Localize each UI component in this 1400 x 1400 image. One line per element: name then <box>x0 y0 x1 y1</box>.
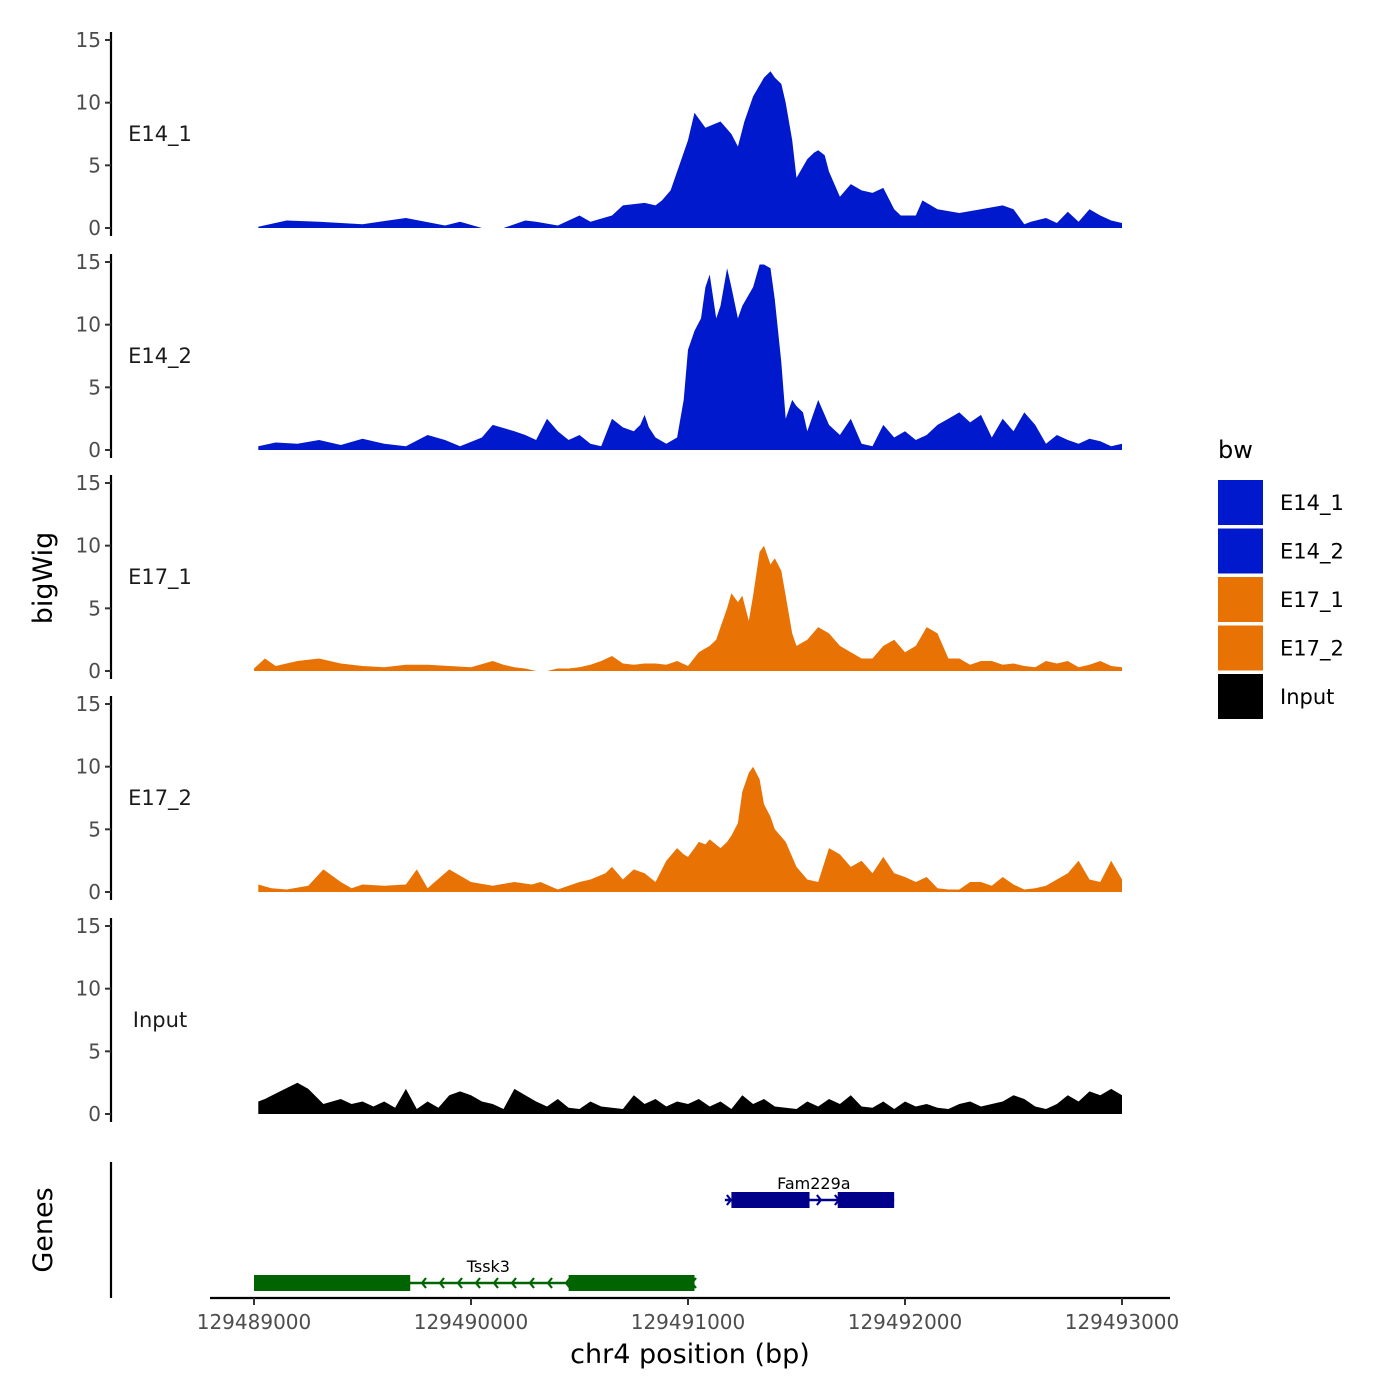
gene-exon <box>568 1275 695 1291</box>
y-tick-label: 10 <box>76 755 101 779</box>
strand-arrow <box>456 1277 463 1289</box>
strand-arrow <box>474 1277 481 1289</box>
signal-area <box>258 766 1122 892</box>
strand-arrow <box>528 1277 535 1289</box>
gene-exon <box>731 1192 810 1208</box>
x-tick-label: 129489000 <box>197 1310 312 1334</box>
legend-swatch <box>1218 674 1263 719</box>
track-label: Input <box>133 1008 187 1032</box>
signal-area <box>258 264 1122 450</box>
y-axis-title: bigWig <box>28 532 59 625</box>
y-tick-label: 15 <box>76 692 101 716</box>
x-tick-label: 129492000 <box>848 1310 963 1334</box>
x-tick-label: 129491000 <box>631 1310 746 1334</box>
gene-label: Tssk3 <box>466 1257 510 1276</box>
y-tick-label: 5 <box>88 817 101 841</box>
y-tick-label: 10 <box>76 534 101 558</box>
y-tick-label: 5 <box>88 1039 101 1063</box>
track-panel-E14_2: 0 5 10 15 E14_2 <box>76 250 1122 462</box>
y-tick-label: 15 <box>76 914 101 938</box>
gene-exon <box>254 1275 411 1291</box>
gene-label: Fam229a <box>777 1174 850 1193</box>
gene-Tssk3: Tssk3 <box>254 1257 697 1291</box>
signal-area <box>254 545 1122 671</box>
legend-label: E17_2 <box>1280 637 1344 662</box>
y-tick-label: 15 <box>76 471 101 495</box>
legend-swatch <box>1218 625 1263 671</box>
signal-area <box>258 1082 1122 1114</box>
track-panel-Input: 0 5 10 15 Input <box>76 914 1122 1126</box>
y-tick-label: 0 <box>88 659 101 683</box>
track-label: E14_1 <box>128 122 192 147</box>
y-tick-label: 15 <box>76 250 101 274</box>
track-label: E17_1 <box>128 565 192 590</box>
legend-label: E17_1 <box>1280 588 1344 613</box>
strand-arrow <box>546 1277 553 1289</box>
y-tick-label: 5 <box>88 375 101 399</box>
legend-label: Input <box>1280 685 1334 709</box>
signal-tracks: 0 5 10 15 E14_1 0 5 10 15 E14_2 0 5 10 15 E17_1 0 5 10 15 E… <box>76 28 1122 1126</box>
signal-area <box>258 71 1122 228</box>
x-axis: chr4 position (bp) 129489000 129490000 129… <box>197 1296 1180 1370</box>
legend-title: bw <box>1218 436 1253 464</box>
y-tick-label: 0 <box>88 880 101 904</box>
strand-arrow <box>510 1277 517 1289</box>
track-label: E17_2 <box>128 786 192 811</box>
strand-arrow <box>420 1277 427 1289</box>
y-tick-label: 10 <box>76 977 101 1001</box>
y-tick-label: 5 <box>88 596 101 620</box>
x-tick-label: 129490000 <box>414 1310 529 1334</box>
legend: bw E14_1 E14_2 E17_1 E17_2 Input <box>1218 436 1344 719</box>
track-label: E14_2 <box>128 344 192 369</box>
strand-arrow <box>726 1194 733 1206</box>
strand-arrow <box>438 1277 445 1289</box>
x-axis-title: chr4 position (bp) <box>570 1339 810 1370</box>
strand-arrow <box>492 1277 499 1289</box>
legend-label: E14_1 <box>1280 491 1344 516</box>
gene-Fam229a: Fam229a <box>724 1174 895 1208</box>
x-tick-label: 129493000 <box>1065 1310 1180 1334</box>
genes-axis-title: Genes <box>28 1187 59 1272</box>
gene-track: Genes Tssk3 Fam229a <box>28 1162 895 1298</box>
legend-swatch <box>1218 577 1263 622</box>
track-panel-E17_2: 0 5 10 15 E17_2 <box>76 692 1122 904</box>
y-tick-label: 0 <box>88 438 101 462</box>
y-tick-label: 5 <box>88 153 101 177</box>
y-tick-label: 10 <box>76 91 101 115</box>
legend-swatch <box>1218 480 1263 525</box>
track-panel-E17_1: 0 5 10 15 E17_1 <box>76 471 1122 683</box>
y-tick-label: 15 <box>76 28 101 52</box>
track-panel-E14_1: 0 5 10 15 E14_1 <box>76 28 1122 240</box>
y-tick-label: 10 <box>76 313 101 337</box>
y-tick-label: 0 <box>88 216 101 240</box>
strand-arrow <box>816 1194 823 1206</box>
legend-label: E14_2 <box>1280 540 1344 565</box>
gene-exon <box>837 1192 895 1208</box>
legend-swatch <box>1218 528 1263 574</box>
y-tick-label: 0 <box>88 1102 101 1126</box>
